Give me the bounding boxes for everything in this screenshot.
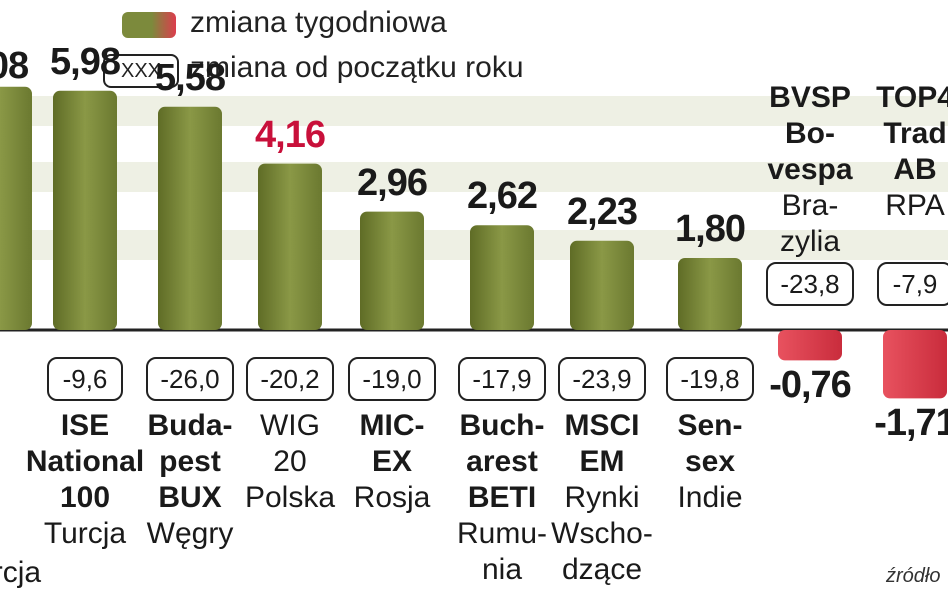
- ytd-box-wig: -20,2: [246, 357, 334, 401]
- bar-bvsp: [778, 330, 842, 361]
- category-name-line: EM: [579, 445, 625, 478]
- value-label-msci: 2,23: [567, 190, 638, 233]
- category-sub-line: Bra-: [781, 189, 839, 222]
- category-name-line: BUX: [158, 481, 222, 514]
- category-name-line: ISE: [60, 409, 110, 442]
- category-name-line: EX: [371, 445, 413, 478]
- ytd-box-sensex: -19,8: [666, 357, 754, 401]
- category-label-first: Turcja: [0, 555, 41, 591]
- bar-msci: [570, 240, 634, 330]
- value-label-sensex: 1,80: [675, 208, 746, 250]
- legend-ytd-box: XXX: [103, 54, 179, 88]
- category-name-line: Buch-: [459, 409, 545, 442]
- category-label-micex: MIC- EX Rosja: [354, 408, 431, 516]
- value-label-bux: 5,58: [155, 56, 226, 99]
- value-label-first: 08: [0, 45, 29, 87]
- category-label-bux: Buda-pest BUX Węgry: [147, 408, 234, 552]
- bar-bux: [158, 106, 222, 330]
- category-name-line: National: [25, 445, 145, 478]
- category-name-line: AB: [893, 153, 937, 186]
- value-label-top40: -1,71: [874, 402, 948, 445]
- category-label-ise: ISE National 100 Turcja: [26, 408, 144, 552]
- category-name-line: vespa: [767, 153, 853, 186]
- category-name-line: Buda-: [147, 409, 233, 442]
- category-label-sensex: Sen-sex Indie: [677, 408, 742, 516]
- category-sub-line: 20: [273, 445, 307, 478]
- category-name-line: BETI: [467, 481, 537, 514]
- category-label-top40: TOP4 Trad AB RPA: [876, 80, 948, 224]
- category-sub-line: Turcja: [43, 517, 127, 550]
- category-sub-line: Turcja: [0, 556, 42, 589]
- ytd-box-top40: -7,9: [877, 262, 948, 306]
- ytd-box-msci: -23,9: [558, 357, 646, 401]
- category-sub-line: Rosja: [353, 481, 431, 514]
- category-sub-line: Rumu-: [456, 517, 548, 550]
- category-name-line: TOP4: [876, 81, 948, 114]
- category-sub-line: Wscho-: [551, 517, 653, 550]
- category-label-beti: Buch-arest BETI Rumu-nia: [457, 408, 547, 588]
- category-name-line: BVSP: [769, 81, 851, 114]
- category-sub-line: Indie: [677, 481, 743, 514]
- ytd-box-bvsp: -23,8: [766, 262, 854, 306]
- category-sub-line: Rynki: [564, 481, 640, 514]
- category-sub-line: nia: [481, 553, 523, 586]
- category-name-line: sex: [684, 445, 736, 478]
- ytd-box-beti: -17,9: [458, 357, 546, 401]
- category-sub-line: RPA: [885, 189, 945, 222]
- category-name-line: 100: [59, 481, 111, 514]
- category-name-line: arest: [466, 445, 538, 478]
- category-label-msci: MSCI EM Rynki Wscho-dzące: [551, 408, 653, 588]
- category-name-line: pest: [159, 445, 221, 478]
- bar-first: [0, 86, 32, 330]
- bar-top40: [883, 330, 947, 399]
- category-sub-line: Węgry: [146, 517, 234, 550]
- legend-ytd-label: zmiana od początku roku: [190, 51, 524, 84]
- legend-weekly-swatch: [122, 12, 176, 38]
- category-sub-line: Polska: [244, 481, 336, 514]
- value-label-bvsp: -0,76: [769, 364, 852, 407]
- value-label-micex: 2,96: [357, 161, 428, 204]
- bar-micex: [360, 211, 424, 330]
- ytd-box-micex: -19,0: [348, 357, 436, 401]
- bar-ise: [53, 90, 117, 330]
- category-name-line: Sen-: [677, 409, 743, 442]
- value-label-beti: 2,62: [467, 175, 538, 218]
- category-label-wig: WIG 20 Polska: [245, 408, 335, 516]
- category-name-line: MSCI: [564, 409, 640, 442]
- category-name-line: Trad: [883, 117, 947, 150]
- source-label: źródło: [886, 565, 941, 587]
- ytd-box-ise: -9,6: [47, 357, 123, 401]
- category-sub-line: dzące: [561, 553, 643, 586]
- bar-sensex: [678, 258, 742, 330]
- ytd-box-bux: -26,0: [146, 357, 234, 401]
- bar-beti: [470, 225, 534, 330]
- bar-wig: [258, 163, 322, 330]
- legend-weekly-label: zmiana tygodniowa: [190, 6, 447, 39]
- value-label-wig: 4,16: [255, 113, 326, 156]
- category-label-bvsp: BVSP Bo-vespa Bra-zylia: [767, 80, 852, 260]
- category-sub-line: WIG: [259, 409, 320, 442]
- category-name-line: Bo-: [785, 117, 835, 150]
- value-label-ise: 5,98: [50, 40, 121, 83]
- category-name-line: MIC-: [359, 409, 425, 442]
- category-sub-line: zylia: [779, 225, 841, 258]
